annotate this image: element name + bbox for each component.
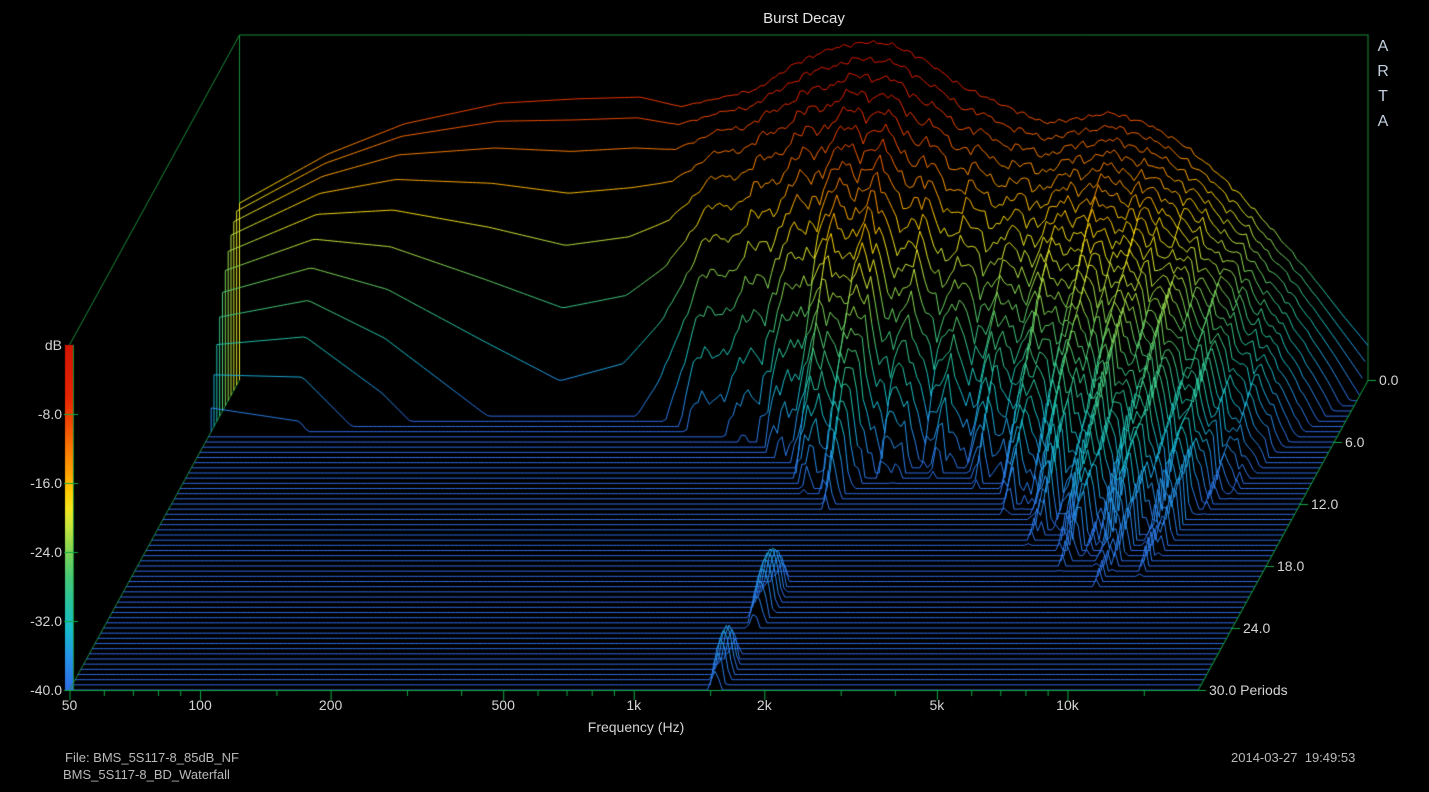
periods-tick-label: 30.0 Periods — [1209, 682, 1288, 698]
measurement-name-line: BMS_5S117-8_BD_Waterfall — [63, 767, 230, 782]
periods-tick-label: 12.0 — [1311, 496, 1339, 512]
freq-tick-label: 100 — [188, 697, 212, 713]
freq-tick-label: 200 — [318, 697, 343, 713]
chart-title: Burst Decay — [763, 10, 845, 27]
freq-tick-label: 50 — [61, 697, 78, 713]
file-name-line: File: BMS_5S117-8_85dB_NF — [65, 750, 239, 765]
periods-tick-label: 0.0 — [1379, 372, 1399, 388]
db-tick-label: -16.0 — [30, 475, 62, 491]
freq-tick-label: 10k — [1056, 697, 1079, 713]
arta-watermark: A R T A — [1374, 34, 1392, 134]
periods-tick-label: 6.0 — [1345, 434, 1365, 450]
timestamp: 2014-03-27 19:49:53 — [1231, 750, 1356, 765]
db-unit-label: dB — [44, 337, 62, 353]
db-tick-label: -8.0 — [37, 406, 62, 422]
arta-watermark-letter: T — [1378, 88, 1388, 105]
db-tick-label: -24.0 — [30, 544, 62, 560]
frequency-axis-label: Frequency (Hz) — [587, 719, 685, 735]
freq-tick-label: 500 — [491, 697, 515, 713]
periods-tick-label: 18.0 — [1277, 558, 1305, 574]
freq-tick-label: 2k — [756, 697, 772, 713]
arta-watermark-letter: A — [1377, 113, 1389, 130]
freq-tick-label: 5k — [929, 697, 945, 713]
db-tick-label: -40.0 — [30, 682, 62, 698]
freq-tick-label: 1k — [626, 697, 642, 713]
arta-watermark-letter: A — [1377, 38, 1389, 55]
arta-watermark-letter: R — [1377, 63, 1389, 80]
periods-tick-label: 24.0 — [1243, 620, 1271, 636]
db-tick-label: -32.0 — [30, 613, 62, 629]
